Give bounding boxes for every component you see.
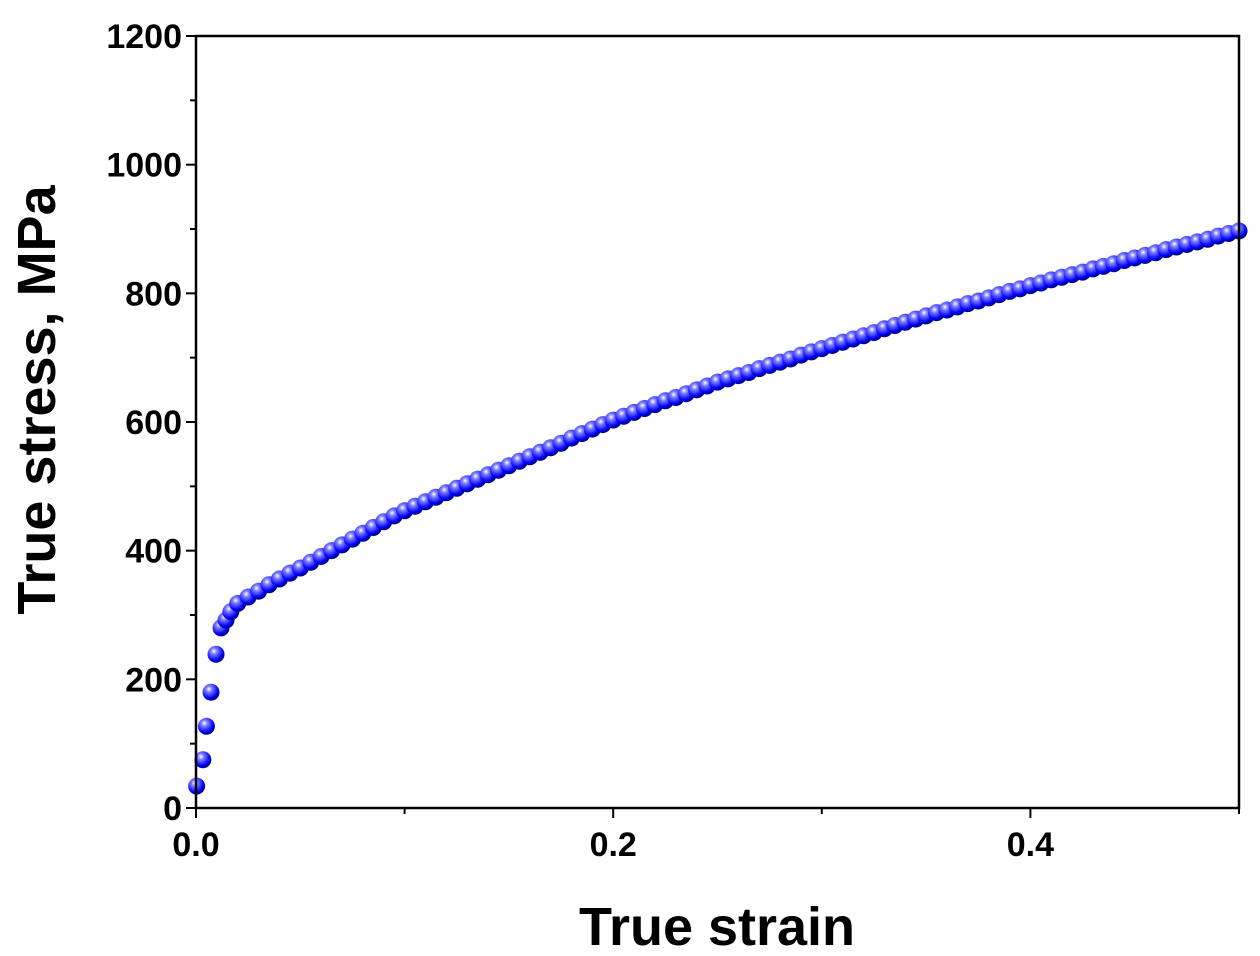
y-tick-label: 400 (125, 533, 182, 571)
x-tick-label: 0.0 (172, 826, 219, 864)
x-axis-title: True strain (579, 897, 855, 956)
data-point (194, 751, 212, 769)
x-tick-label: 0.2 (590, 826, 637, 864)
y-tick-label: 800 (125, 275, 182, 313)
data-point (207, 645, 225, 663)
y-axis-title: True stress, MPa (7, 184, 67, 614)
data-point (197, 717, 215, 735)
y-tick-label: 0 (163, 790, 182, 828)
x-tick-label: 0.4 (1007, 826, 1054, 864)
data-point (202, 683, 220, 701)
y-tick-label: 600 (125, 404, 182, 442)
y-tick-label: 1000 (106, 147, 182, 185)
plot-frame (194, 34, 1241, 810)
y-tick-label: 200 (125, 661, 182, 699)
y-tick-label: 1200 (106, 18, 182, 56)
